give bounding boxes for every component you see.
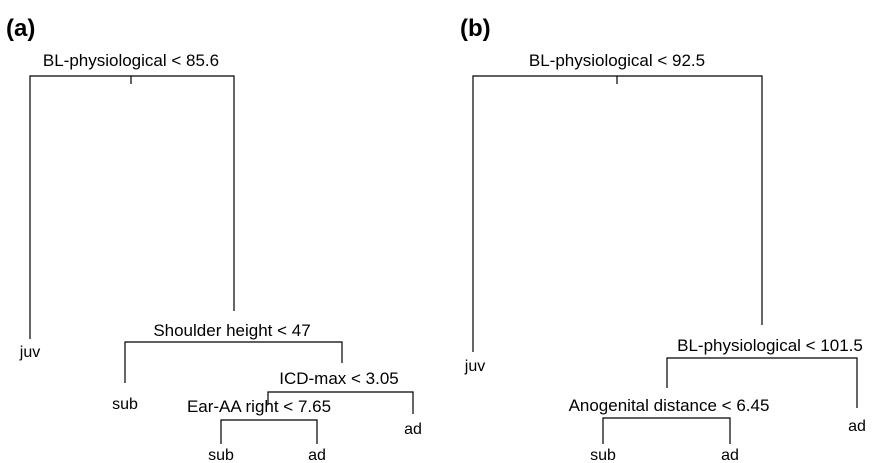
panel-b-leaf-sub: sub [590,447,616,463]
panel-b-n1-edge [666,357,858,408]
panel-a-shoulder-edge [124,341,343,383]
panel-a-root-split-label: BL-physiological < 85.6 [43,51,219,70]
panel-a-leaf-juv: juv [19,344,40,361]
panel-b-leaf-juv: juv [464,358,485,375]
panel-a-label: (a) [6,15,35,42]
panel-a: (a) BL-physiological < 85.6 juv Shoulder… [6,15,422,463]
panel-b-label: (b) [460,15,491,42]
panel-b-root-split-label: BL-physiological < 92.5 [529,51,705,70]
panel-a-icd-edge [267,391,414,414]
panel-a-ear-edge [220,419,318,444]
panel-a-leaf-sub-1: sub [112,396,138,413]
panel-b-split-bl-physiological-101: BL-physiological < 101.5 [677,336,863,355]
panel-b-split-anogenital-distance: Anogenital distance < 6.45 [569,396,770,415]
panel-a-split-ear-aa-right: Ear-AA right < 7.65 [187,397,331,416]
panel-b-leaf-ad-2: ad [721,447,739,463]
panel-a-leaf-sub-2: sub [208,447,234,463]
panel-a-root-edge [29,75,235,339]
panel-a-leaf-ad-1: ad [404,421,422,438]
panel-b-n2-edge [602,417,731,444]
panel-b-leaf-ad-1: ad [848,418,866,435]
panel-a-leaf-ad-2: ad [308,447,326,463]
panel-a-split-icd-max: ICD-max < 3.05 [279,369,399,388]
panel-a-split-shoulder-height: Shoulder height < 47 [153,321,310,340]
panel-b: (b) BL-physiological < 92.5 juv BL-physi… [460,15,866,463]
panel-b-root-edge [472,75,763,352]
